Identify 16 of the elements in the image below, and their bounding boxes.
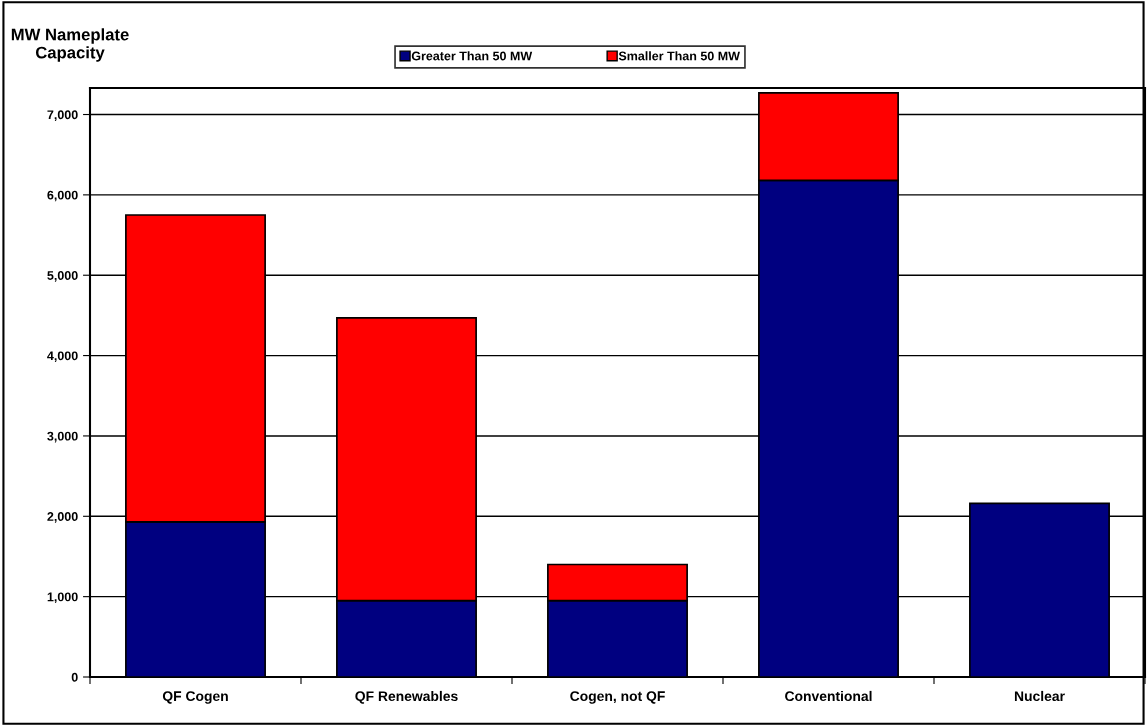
x-tick-label: QF Renewables [355,690,458,704]
x-tick-label: QF Cogen [162,691,228,704]
y-tick-label: 7,000 [47,110,78,121]
y-tick-label: 3,000 [47,431,78,443]
x-tick-label: Cogen, not QF [570,691,665,704]
y-axis-title: MW Nameplate Capacity [11,28,129,62]
y-tick-label: 2,000 [47,512,78,523]
y-tick-label: 1,000 [47,592,78,604]
legend-label: Greater Than 50 MW [411,51,533,61]
y-tick-label: 4,000 [47,351,78,363]
x-tick-label: Conventional [785,690,872,702]
x-tick-label: Nuclear [1014,690,1065,702]
y-tick-label: 6,000 [47,190,78,202]
y-tick-label: 5,000 [47,271,78,282]
legend-label: Smaller Than 50 MW [618,51,740,61]
y-tick-label: 0 [71,672,78,682]
